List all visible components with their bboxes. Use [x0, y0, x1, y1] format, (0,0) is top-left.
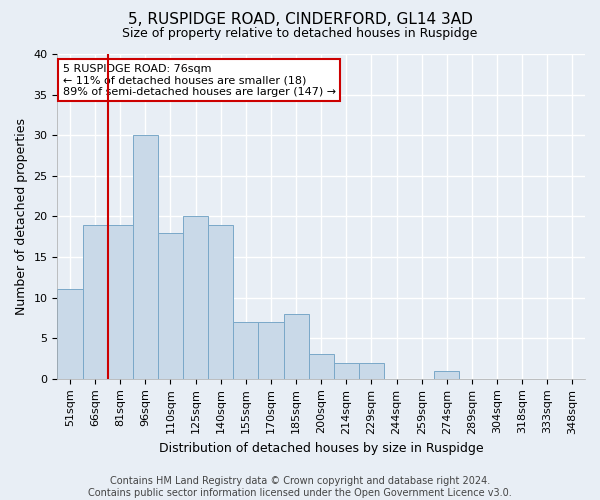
- Text: Contains HM Land Registry data © Crown copyright and database right 2024.
Contai: Contains HM Land Registry data © Crown c…: [88, 476, 512, 498]
- Text: 5, RUSPIDGE ROAD, CINDERFORD, GL14 3AD: 5, RUSPIDGE ROAD, CINDERFORD, GL14 3AD: [128, 12, 472, 28]
- Bar: [158, 232, 183, 379]
- Bar: [83, 224, 107, 379]
- Bar: [334, 362, 359, 379]
- Bar: [359, 362, 384, 379]
- Bar: [183, 216, 208, 379]
- Bar: [107, 224, 133, 379]
- Text: Size of property relative to detached houses in Ruspidge: Size of property relative to detached ho…: [122, 28, 478, 40]
- Bar: [308, 354, 334, 379]
- Bar: [259, 322, 284, 379]
- X-axis label: Distribution of detached houses by size in Ruspidge: Distribution of detached houses by size …: [159, 442, 484, 455]
- Bar: [434, 370, 460, 379]
- Bar: [58, 290, 83, 379]
- Bar: [208, 224, 233, 379]
- Bar: [133, 135, 158, 379]
- Bar: [284, 314, 308, 379]
- Y-axis label: Number of detached properties: Number of detached properties: [15, 118, 28, 315]
- Text: 5 RUSPIDGE ROAD: 76sqm
← 11% of detached houses are smaller (18)
89% of semi-det: 5 RUSPIDGE ROAD: 76sqm ← 11% of detached…: [62, 64, 336, 97]
- Bar: [233, 322, 259, 379]
